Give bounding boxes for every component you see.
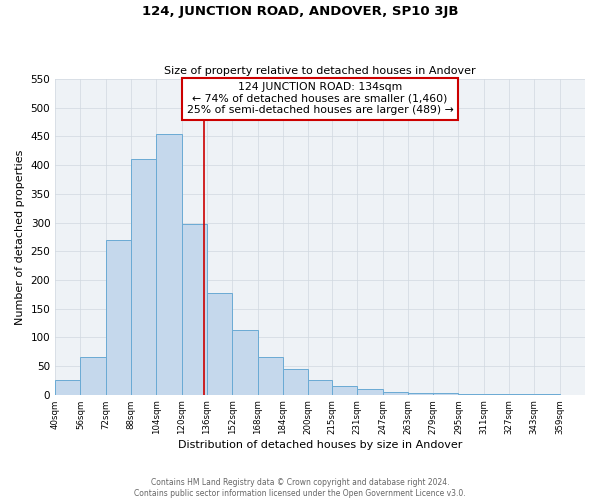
Bar — [106, 240, 131, 394]
Bar — [257, 358, 283, 395]
Bar — [157, 134, 182, 394]
Title: Size of property relative to detached houses in Andover: Size of property relative to detached ho… — [164, 66, 476, 76]
Bar — [232, 330, 257, 394]
Bar — [383, 392, 408, 394]
Text: 124, JUNCTION ROAD, ANDOVER, SP10 3JB: 124, JUNCTION ROAD, ANDOVER, SP10 3JB — [142, 5, 458, 18]
Bar — [433, 393, 458, 394]
Bar — [283, 370, 308, 394]
Bar — [182, 224, 207, 394]
Bar — [408, 393, 433, 394]
Text: 124 JUNCTION ROAD: 134sqm
← 74% of detached houses are smaller (1,460)
25% of se: 124 JUNCTION ROAD: 134sqm ← 74% of detac… — [187, 82, 454, 116]
Bar — [308, 380, 332, 394]
Bar — [357, 389, 383, 394]
X-axis label: Distribution of detached houses by size in Andover: Distribution of detached houses by size … — [178, 440, 462, 450]
Bar — [80, 358, 106, 395]
Text: Contains HM Land Registry data © Crown copyright and database right 2024.
Contai: Contains HM Land Registry data © Crown c… — [134, 478, 466, 498]
Bar — [332, 386, 357, 394]
Bar — [55, 380, 80, 394]
Bar — [207, 293, 232, 394]
Bar — [131, 160, 157, 394]
Y-axis label: Number of detached properties: Number of detached properties — [15, 149, 25, 324]
